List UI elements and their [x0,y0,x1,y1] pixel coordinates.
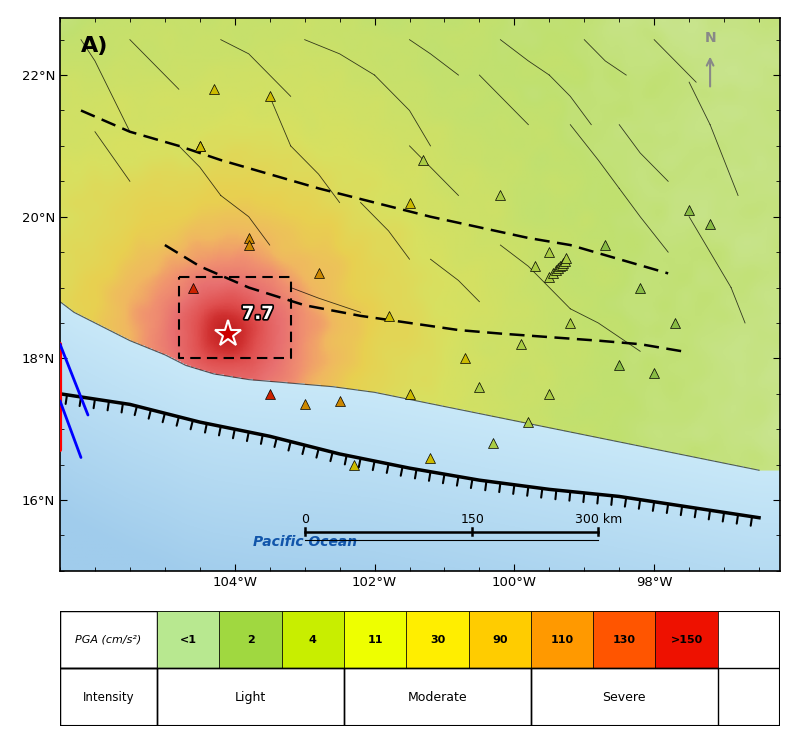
Bar [655,611,718,668]
Bar [157,668,344,726]
Bar [219,611,282,668]
Bar [593,611,655,668]
Bar [157,611,219,668]
Text: 130: 130 [613,635,636,645]
Text: N: N [704,32,716,46]
Text: A): A) [81,36,108,56]
Text: PGA (cm/s²): PGA (cm/s²) [75,635,142,645]
Text: 300 km: 300 km [574,514,622,526]
Bar [531,611,593,668]
Text: Severe: Severe [602,691,646,704]
Text: <1: <1 [180,635,197,645]
Bar [344,611,406,668]
Text: Moderate: Moderate [408,691,467,704]
Text: Intensity: Intensity [82,691,134,704]
Bar [282,611,344,668]
Text: Pacific Ocean: Pacific Ocean [253,535,357,549]
Text: 11: 11 [367,635,383,645]
Text: >150: >150 [670,635,702,645]
Text: 110: 110 [550,635,574,645]
Bar [60,611,157,668]
Text: 7.7: 7.7 [242,305,274,323]
Text: 30: 30 [430,635,445,645]
Text: 0: 0 [301,514,309,526]
Text: 150: 150 [461,514,484,526]
Bar [344,668,531,726]
Bar [469,611,531,668]
Bar [406,611,469,668]
Text: Light: Light [235,691,266,704]
Text: 4: 4 [309,635,317,645]
Bar [60,668,157,726]
Bar [531,668,718,726]
Text: 2: 2 [246,635,254,645]
Text: 90: 90 [492,635,507,645]
